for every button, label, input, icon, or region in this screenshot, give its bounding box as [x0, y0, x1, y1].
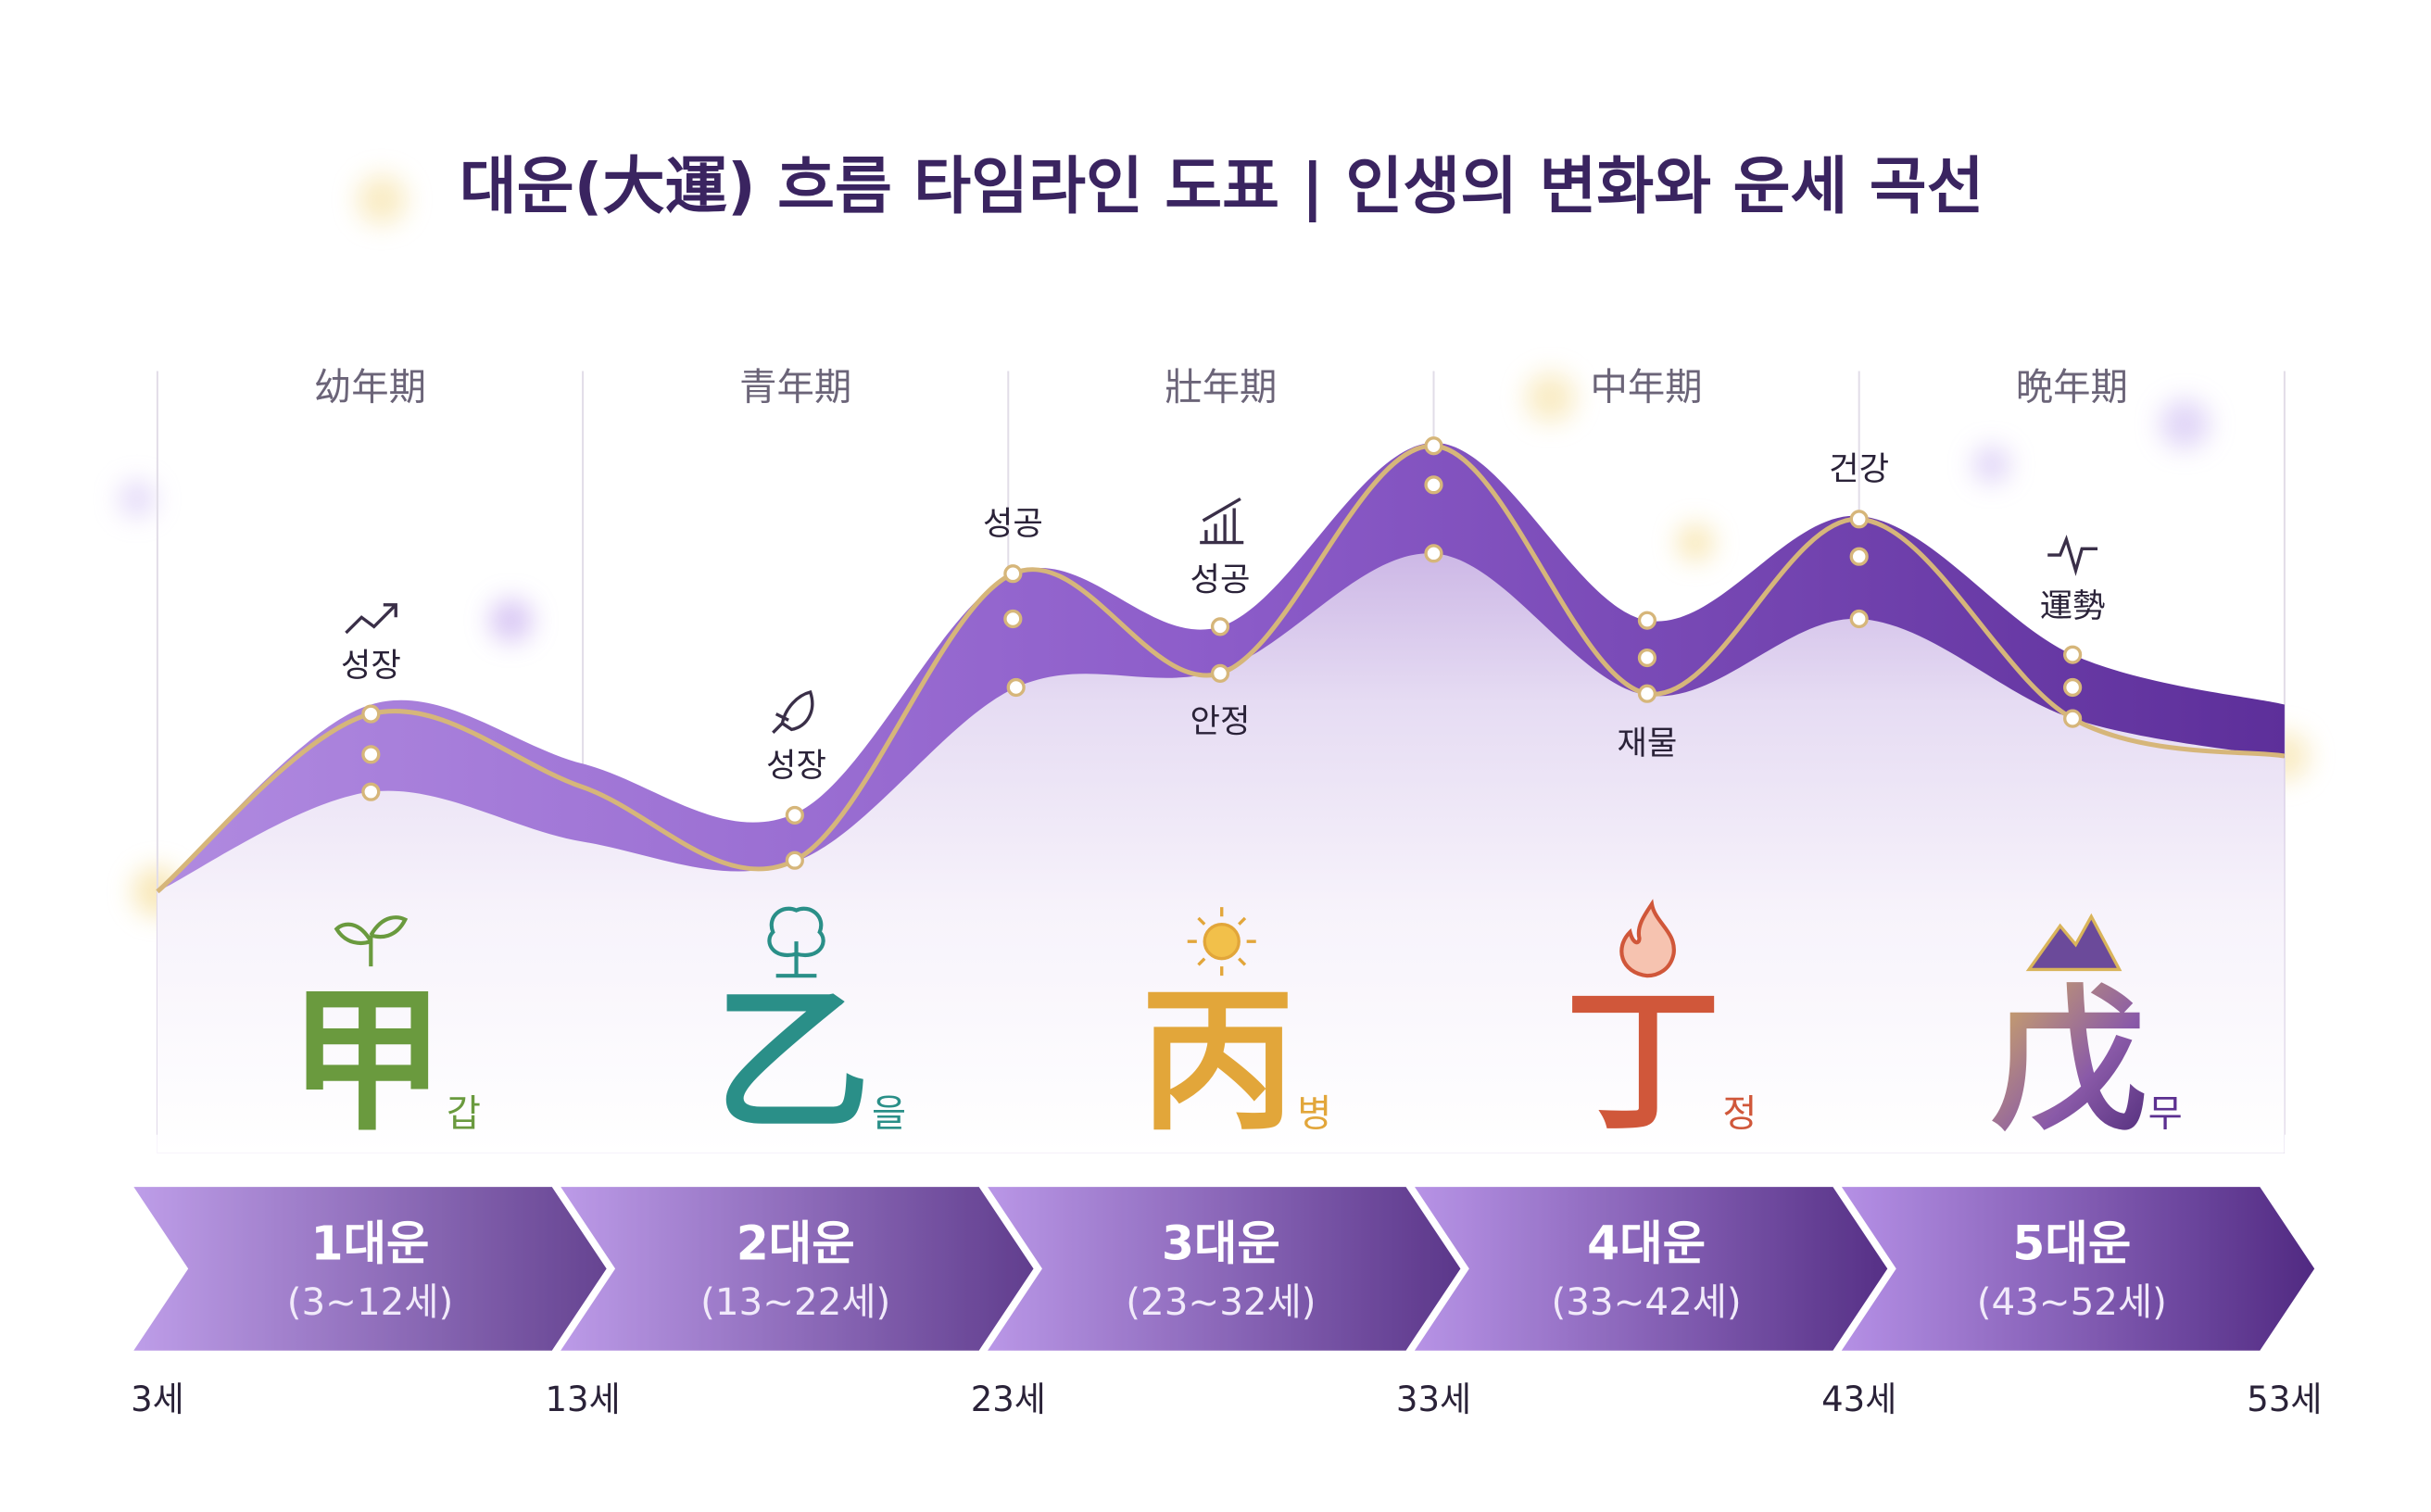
stem-char: 丙	[1140, 970, 1295, 1152]
icon-sun	[1203, 922, 1241, 961]
curve-point	[1849, 510, 1869, 529]
stage-range: (3~12세)	[287, 1280, 453, 1324]
icon-chart	[1200, 498, 1244, 545]
curve-point	[1210, 663, 1230, 683]
title: 대운(大運) 흐름 타임라인 도표 | 인생의 변화와 운세 곡선	[460, 150, 1984, 222]
annotation-label: 성장	[341, 647, 401, 685]
period-label: 青年期	[739, 366, 851, 410]
icon-sprout	[334, 915, 409, 967]
icon-tree	[767, 906, 825, 978]
curve-point	[361, 704, 381, 724]
curve-point	[361, 782, 381, 801]
stem-reading: 정	[1722, 1092, 1757, 1136]
curve-point	[1637, 611, 1657, 630]
stem-char: 乙	[714, 970, 870, 1152]
stem-reading: 갑	[447, 1092, 481, 1136]
stage-arrow	[551, 1182, 1039, 1355]
annotation-label: 재물	[1617, 724, 1677, 762]
period-label: 壯年期	[1165, 366, 1277, 410]
fortune-area	[157, 553, 2285, 1153]
curve-point	[1637, 648, 1657, 668]
icon-pulse	[2047, 535, 2098, 576]
fortune-curve	[156, 443, 2286, 894]
age-tick-label: 3세	[131, 1380, 184, 1419]
curve-point	[1424, 544, 1443, 563]
curve-point	[2063, 677, 2083, 698]
curve-point	[1637, 684, 1657, 703]
stage-arrow	[124, 1182, 612, 1355]
curve-point	[1210, 617, 1230, 636]
stem-reading: 무	[2148, 1092, 2183, 1136]
age-tick-label: 23세	[971, 1380, 1046, 1419]
age-tick-label: 13세	[546, 1380, 621, 1419]
age-tick-label: 33세	[1396, 1380, 1471, 1419]
curve-point	[2063, 645, 2083, 664]
stage-name: 2대운	[737, 1216, 855, 1270]
stem-char: 戊	[1991, 970, 2147, 1152]
stage-name: 3대운	[1162, 1216, 1280, 1270]
icon-fire	[1619, 899, 1676, 978]
period-label: 晩年期	[2016, 366, 2128, 410]
stage-name: 4대운	[1587, 1216, 1706, 1270]
annotation-label: 성공	[983, 505, 1043, 543]
stage-name: 5대운	[2012, 1216, 2131, 1270]
age-tick-label: 43세	[1821, 1380, 1896, 1419]
annotation-label: 運勢	[2040, 587, 2106, 625]
annotation-label: 성공	[1190, 561, 1251, 599]
icon-trend	[345, 603, 397, 635]
stage-arrow	[978, 1182, 1467, 1355]
icon-rocket	[772, 690, 814, 734]
period-label: 中年期	[1591, 366, 1703, 410]
annotation-label: 성장	[766, 747, 826, 785]
stage-range: (33~42세)	[1552, 1280, 1742, 1324]
curve-point	[785, 805, 804, 825]
annotation-label: 안정	[1190, 703, 1251, 741]
curve-point	[1003, 609, 1023, 629]
annotation-label: 건강	[1829, 450, 1889, 488]
stem-char: 丁	[1566, 970, 1721, 1152]
stem-reading: 병	[1297, 1092, 1331, 1136]
stage-range: (23~32세)	[1126, 1280, 1316, 1324]
icon-mountain	[2025, 913, 2122, 972]
curve-point	[785, 850, 804, 870]
stem-reading: 을	[872, 1092, 906, 1136]
curve-point	[1849, 609, 1869, 629]
curve-point	[1006, 677, 1026, 698]
curve-point	[1003, 564, 1023, 584]
stage-range: (13~22세)	[700, 1280, 890, 1324]
curve-point	[1424, 475, 1443, 495]
stage-range: (43~52세)	[1977, 1280, 2167, 1324]
age-tick-label: 53세	[2247, 1380, 2322, 1419]
curve-point	[1424, 436, 1443, 456]
stage-arrow	[1833, 1182, 2321, 1355]
period-label: 幼年期	[314, 366, 426, 410]
curve-point	[361, 745, 381, 764]
curve-point	[2063, 709, 2083, 728]
stem-char: 甲	[289, 970, 445, 1152]
stage-arrow	[1405, 1182, 1894, 1355]
stage-name: 1대운	[311, 1216, 430, 1270]
curve-point	[1849, 547, 1869, 566]
